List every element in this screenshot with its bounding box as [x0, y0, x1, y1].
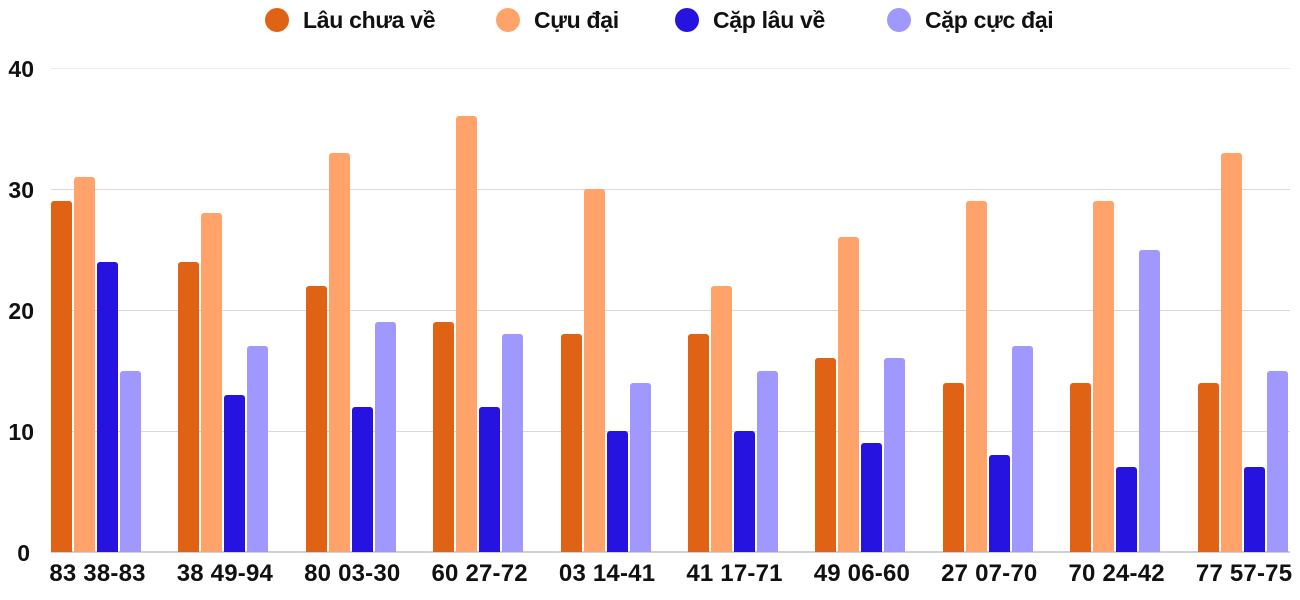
x-tick-label: 77 57-75	[1195, 560, 1293, 587]
legend-item-cap-cuc-dai[interactable]: Cặp cực đại	[887, 6, 1054, 34]
bar[interactable]	[838, 237, 860, 552]
bar[interactable]	[734, 431, 755, 552]
y-tick-label: 30	[8, 177, 34, 203]
bar[interactable]	[1220, 152, 1242, 552]
bar[interactable]	[1116, 467, 1138, 552]
x-axis-line	[51, 551, 1290, 553]
bar[interactable]	[351, 406, 373, 552]
bar[interactable]	[629, 382, 651, 552]
bar[interactable]	[1266, 370, 1288, 552]
bar[interactable]	[942, 382, 964, 552]
bar[interactable]	[305, 285, 327, 552]
bar[interactable]	[1070, 382, 1092, 552]
bar[interactable]	[1139, 249, 1161, 552]
legend-item-cap-lau-ve[interactable]: Cặp lâu về	[675, 6, 825, 34]
y-tick-label: 10	[8, 419, 34, 445]
legend-swatch-icon	[265, 8, 289, 32]
legend-label: Cặp lâu về	[713, 6, 826, 33]
gridline-20	[51, 310, 1290, 311]
bar[interactable]	[583, 189, 605, 552]
gridline-10	[51, 431, 1290, 432]
bar[interactable]	[224, 394, 246, 552]
chart-legend: Lâu chưa về Cựu đại Cặp lâu về Cặp cực đ…	[0, 0, 1300, 40]
bar[interactable]	[988, 455, 1010, 552]
legend-swatch-icon	[496, 8, 520, 32]
bar[interactable]	[328, 152, 350, 552]
bar[interactable]	[861, 443, 883, 552]
x-tick-label: 70 24-42	[1068, 560, 1165, 587]
bar[interactable]	[479, 406, 501, 552]
bar[interactable]	[120, 370, 141, 552]
x-tick-label: 49 06-60	[813, 560, 911, 587]
legend-label: Lâu chưa về	[303, 6, 436, 33]
y-tick-label: 20	[8, 298, 34, 324]
x-tick-label: 80 03-30	[304, 560, 401, 587]
legend-swatch-icon	[887, 8, 911, 32]
x-tick-label: 38 49-94	[176, 560, 274, 587]
bar[interactable]	[884, 358, 906, 552]
legend-item-lau-chua-ve[interactable]: Lâu chưa về	[265, 6, 436, 34]
bar[interactable]	[374, 322, 396, 552]
bar[interactable]	[560, 334, 582, 552]
bar[interactable]	[247, 346, 269, 552]
bar[interactable]	[178, 261, 200, 552]
bar[interactable]	[815, 358, 837, 552]
bar[interactable]	[965, 201, 987, 552]
gridline-40	[51, 68, 1290, 69]
x-tick-label: 83 38-83	[49, 560, 146, 587]
gridline-30	[51, 189, 1290, 190]
bar[interactable]	[97, 261, 118, 552]
bar[interactable]	[757, 370, 778, 552]
bar[interactable]	[1243, 467, 1265, 552]
bar[interactable]	[74, 176, 95, 552]
legend-item-cuu-dai[interactable]: Cựu đại	[496, 6, 619, 34]
x-tick-label: 60 27-72	[431, 560, 528, 587]
bar[interactable]	[1093, 201, 1115, 552]
bar[interactable]	[433, 322, 455, 552]
legend-label: Cặp cực đại	[925, 6, 1054, 33]
legend-label: Cựu đại	[534, 6, 619, 33]
y-tick-label: 40	[8, 56, 34, 82]
bar[interactable]	[456, 116, 478, 552]
bar[interactable]	[201, 213, 223, 552]
x-tick-label: 41 17-71	[686, 560, 783, 587]
bar[interactable]	[51, 201, 72, 552]
x-tick-label: 03 14-41	[558, 560, 656, 587]
bar[interactable]	[688, 334, 709, 552]
bar[interactable]	[606, 431, 628, 552]
x-tick-label: 27 07-70	[941, 560, 1038, 587]
bar[interactable]	[502, 334, 524, 552]
bar[interactable]	[1197, 382, 1219, 552]
legend-swatch-icon	[675, 8, 699, 32]
bar[interactable]	[1011, 346, 1033, 552]
y-tick-label: 0	[17, 540, 30, 566]
bar[interactable]	[711, 285, 732, 552]
